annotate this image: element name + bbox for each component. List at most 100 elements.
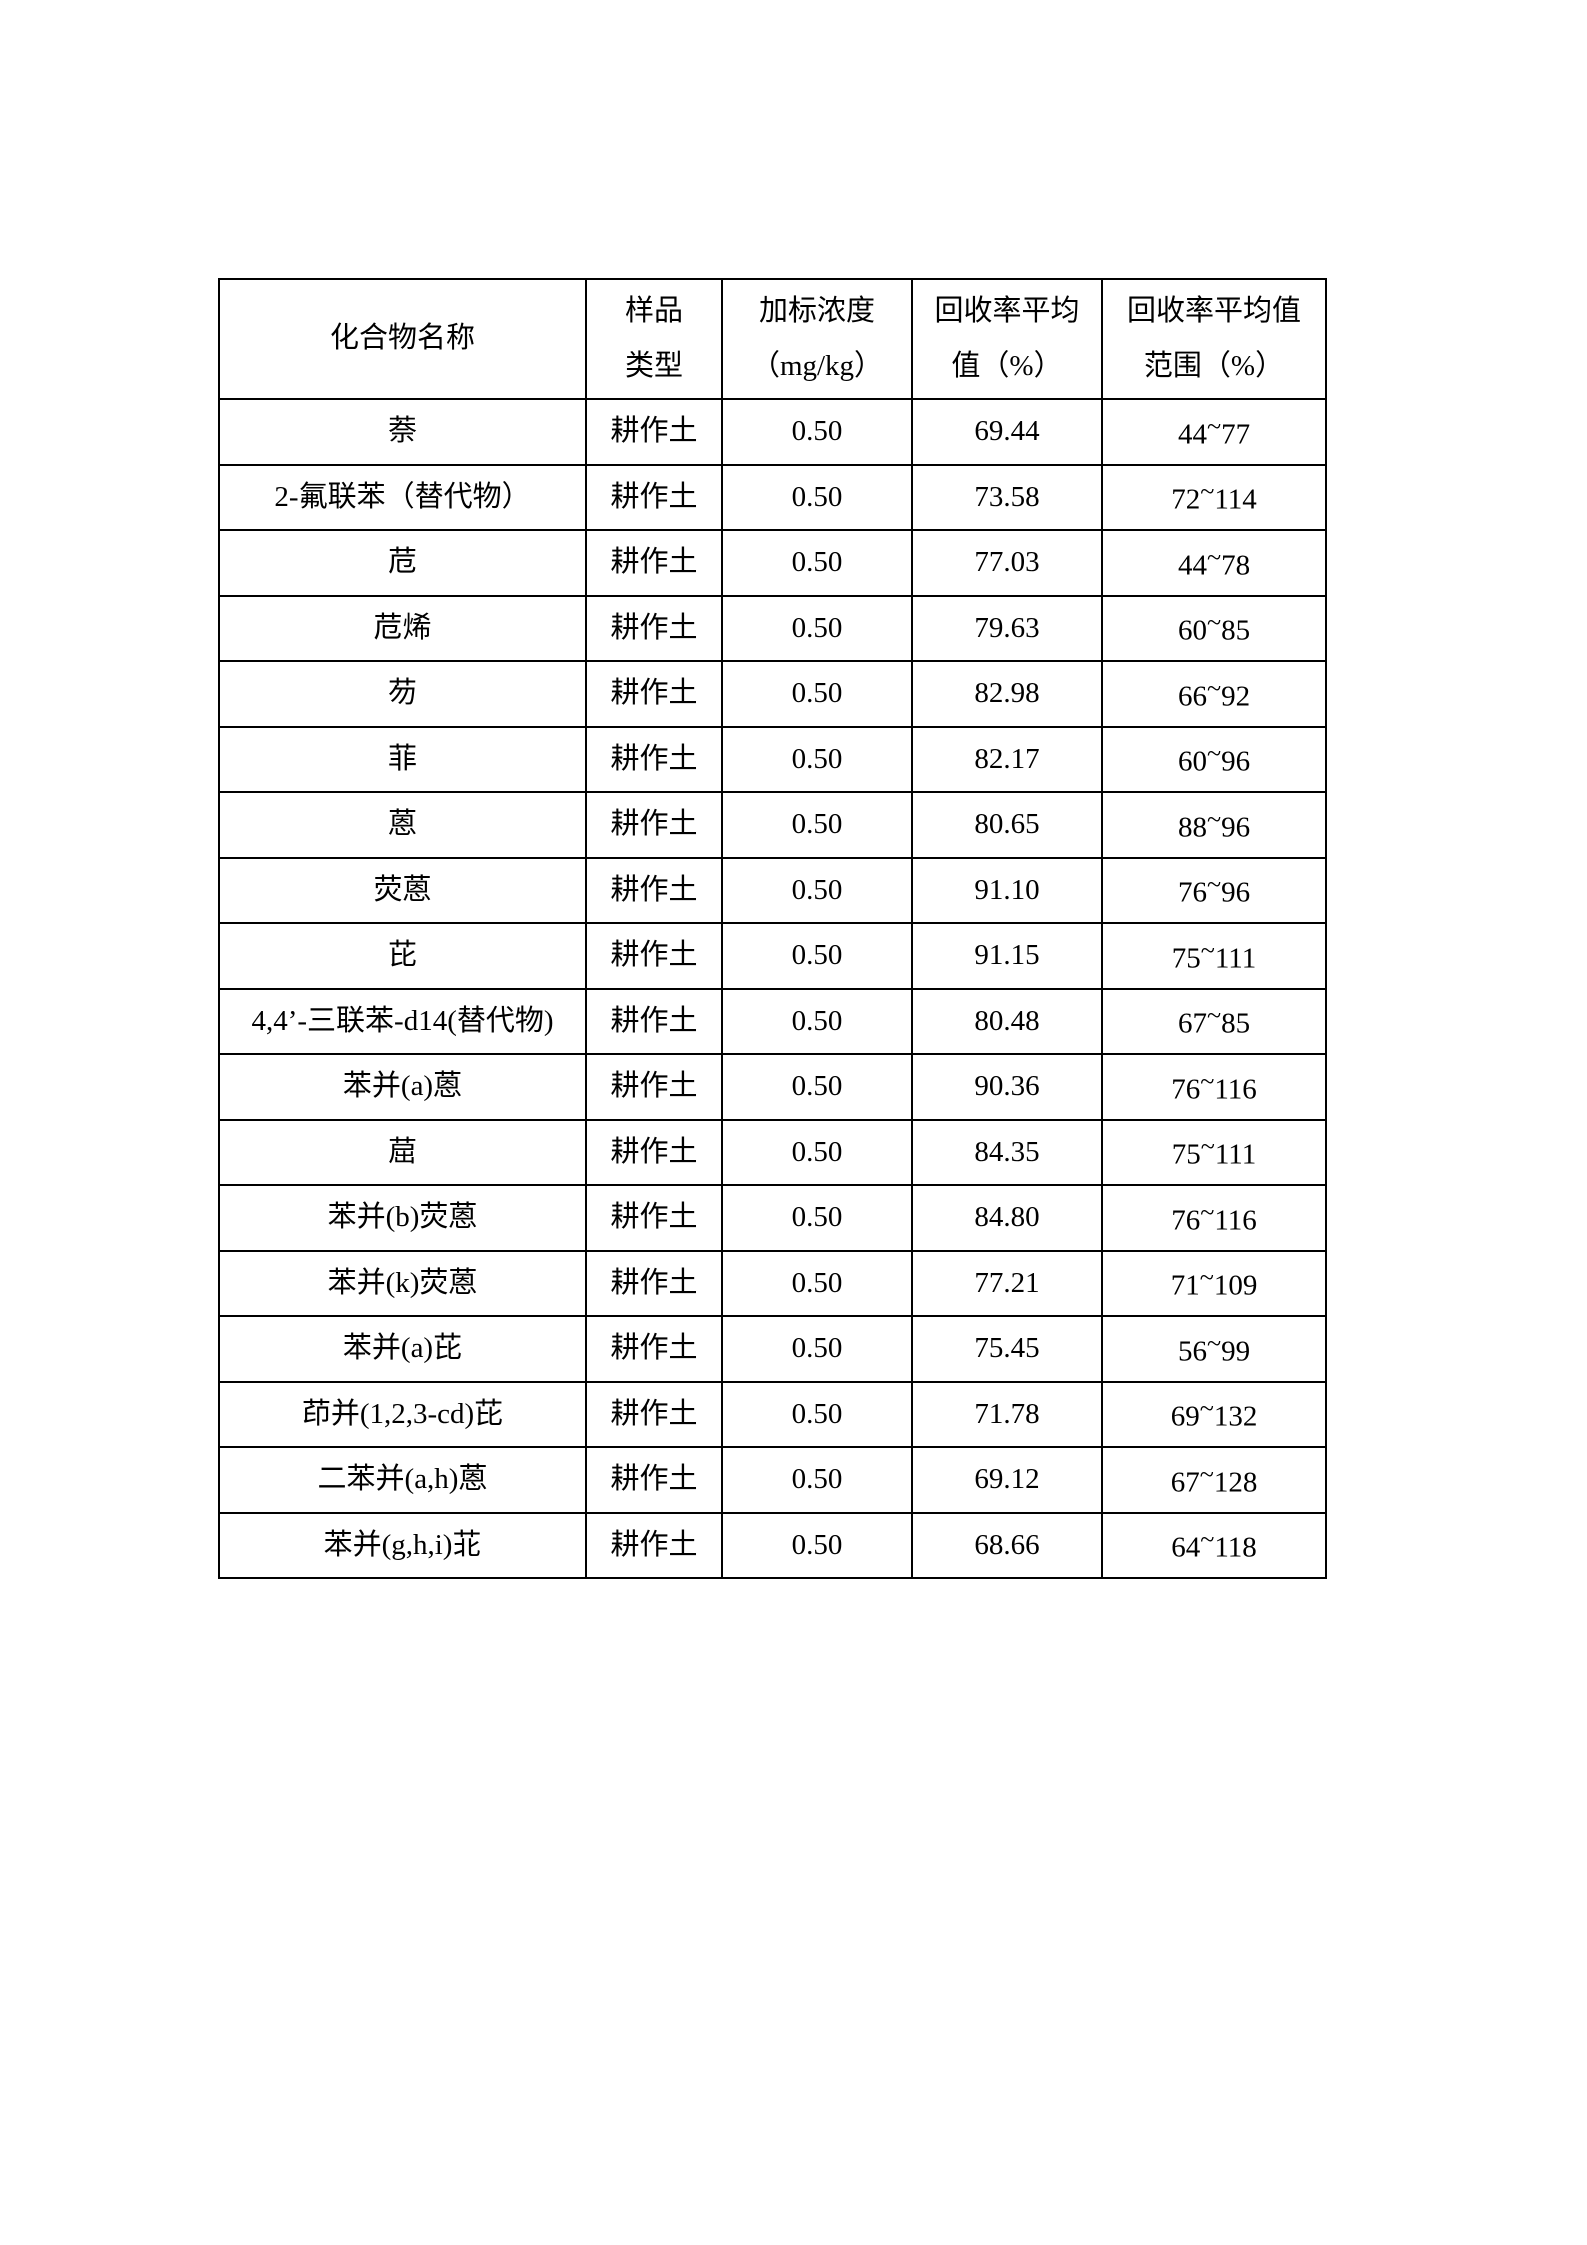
sample-type: 耕作土	[585, 1053, 723, 1121]
spike-concentration: 0.50	[721, 1118, 913, 1186]
spike-concentration: 0.50	[721, 1053, 913, 1121]
table-header-row: 化合物名称 样品 类型 加标浓度 （mg/kg） 回收率平均	[218, 278, 1327, 400]
compound-name: 苯并(a)芘	[218, 1315, 587, 1383]
compound-name: 菲	[218, 725, 587, 793]
recovery-range: 56~99	[1101, 1315, 1327, 1383]
recovery-range: 88~96	[1101, 791, 1327, 859]
recovery-average: 69.12	[911, 1446, 1103, 1514]
spike-concentration: 0.50	[721, 660, 913, 728]
recovery-range: 69~132	[1101, 1380, 1327, 1448]
recovery-range-header-line2: 范围（%）	[1143, 349, 1285, 382]
compound-name: 4,4’-三联苯-d14(替代物)	[218, 987, 587, 1055]
compound-header-label: 化合物名称	[329, 322, 475, 355]
sample-type: 耕作土	[585, 1511, 723, 1579]
recovery-range: 76~116	[1101, 1184, 1327, 1252]
recovery-average: 73.58	[911, 463, 1103, 531]
table-row: 蒽 耕作土 0.50 80.65 88~96	[218, 791, 1327, 859]
spike-concentration: 0.50	[721, 725, 913, 793]
recovery-range: 44~78	[1101, 529, 1327, 597]
recovery-range: 44~77	[1101, 398, 1327, 466]
recovery-average: 68.66	[911, 1511, 1103, 1579]
recovery-average: 77.21	[911, 1249, 1103, 1317]
table-row: 二苯并(a,h)蒽 耕作土 0.50 69.12 67~128	[218, 1446, 1327, 1514]
compound-name: 苊	[218, 529, 587, 597]
compound-name: 苯并(k)荧蒽	[218, 1249, 587, 1317]
compound-name: 茚并(1,2,3-cd)芘	[218, 1380, 587, 1448]
recovery-avg-header-line2: 值（%）	[951, 349, 1063, 382]
recovery-avg-header-line1: 回收率平均	[934, 295, 1080, 328]
spike-concentration: 0.50	[721, 856, 913, 924]
recovery-average: 91.15	[911, 922, 1103, 990]
table-row: 茚并(1,2,3-cd)芘 耕作土 0.50 71.78 69~132	[218, 1380, 1327, 1448]
recovery-range-header-line1: 回收率平均值	[1126, 295, 1301, 328]
spike-concentration: 0.50	[721, 594, 913, 662]
sample-type: 耕作土	[585, 791, 723, 859]
table-row: 苊烯 耕作土 0.50 79.63 60~85	[218, 594, 1327, 662]
compound-name: 苯并(g,h,i)苝	[218, 1511, 587, 1579]
recovery-range: 71~109	[1101, 1249, 1327, 1317]
recovery-average: 71.78	[911, 1380, 1103, 1448]
recovery-average: 80.48	[911, 987, 1103, 1055]
table-row: 芴 耕作土 0.50 82.98 66~92	[218, 660, 1327, 728]
compound-name: 萘	[218, 398, 587, 466]
spike-concentration: 0.50	[721, 463, 913, 531]
sample-type: 耕作土	[585, 1249, 723, 1317]
recovery-table: 化合物名称 样品 类型 加标浓度 （mg/kg） 回收率平均	[218, 278, 1327, 1579]
sample-type: 耕作土	[585, 398, 723, 466]
spike-concentration: 0.50	[721, 1380, 913, 1448]
compound-name: 2-氟联苯（替代物）	[218, 463, 587, 531]
spike-concentration: 0.50	[721, 791, 913, 859]
sample-type: 耕作土	[585, 1184, 723, 1252]
spike-concentration: 0.50	[721, 922, 913, 990]
recovery-range: 60~96	[1101, 725, 1327, 793]
table-row: 萘 耕作土 0.50 69.44 44~77	[218, 398, 1327, 466]
table-row: 苯并(b)荧蒽 耕作土 0.50 84.80 76~116	[218, 1184, 1327, 1252]
table-row: 苯并(a)芘 耕作土 0.50 75.45 56~99	[218, 1315, 1327, 1383]
spike-concentration: 0.50	[721, 1249, 913, 1317]
sample-type-header-line1: 样品	[624, 295, 683, 328]
spike-concentration: 0.50	[721, 1511, 913, 1579]
table-row: 䓛 耕作土 0.50 84.35 75~111	[218, 1118, 1327, 1186]
spike-concentration: 0.50	[721, 1315, 913, 1383]
table-row: 芘 耕作土 0.50 91.15 75~111	[218, 922, 1327, 990]
recovery-range: 64~118	[1101, 1511, 1327, 1579]
table-row: 2-氟联苯（替代物） 耕作土 0.50 73.58 72~114	[218, 463, 1327, 531]
sample-type: 耕作土	[585, 594, 723, 662]
recovery-average: 82.98	[911, 660, 1103, 728]
sample-type-header: 样品 类型	[585, 278, 723, 400]
spike-concentration: 0.50	[721, 1446, 913, 1514]
compound-name: 苊烯	[218, 594, 587, 662]
recovery-average: 84.35	[911, 1118, 1103, 1186]
recovery-range: 72~114	[1101, 463, 1327, 531]
recovery-range-header: 回收率平均值 范围（%）	[1101, 278, 1327, 400]
recovery-avg-header: 回收率平均 值（%）	[911, 278, 1103, 400]
recovery-average: 79.63	[911, 594, 1103, 662]
table-row: 苯并(k)荧蒽 耕作土 0.50 77.21 71~109	[218, 1249, 1327, 1317]
compound-name: 荧蒽	[218, 856, 587, 924]
sample-type: 耕作土	[585, 529, 723, 597]
sample-type: 耕作土	[585, 1446, 723, 1514]
table-row: 苯并(g,h,i)苝 耕作土 0.50 68.66 64~118	[218, 1511, 1327, 1579]
sample-type: 耕作土	[585, 660, 723, 728]
spike-concentration: 0.50	[721, 1184, 913, 1252]
sample-type: 耕作土	[585, 922, 723, 990]
recovery-average: 90.36	[911, 1053, 1103, 1121]
compound-name: 蒽	[218, 791, 587, 859]
sample-type: 耕作土	[585, 856, 723, 924]
table-row: 苊 耕作土 0.50 77.03 44~78	[218, 529, 1327, 597]
compound-name: 苯并(b)荧蒽	[218, 1184, 587, 1252]
table-row: 苯并(a)蒽 耕作土 0.50 90.36 76~116	[218, 1053, 1327, 1121]
recovery-range: 75~111	[1101, 1118, 1327, 1186]
recovery-average: 75.45	[911, 1315, 1103, 1383]
recovery-range: 66~92	[1101, 660, 1327, 728]
sample-type: 耕作土	[585, 1315, 723, 1383]
recovery-average: 91.10	[911, 856, 1103, 924]
table-row: 菲 耕作土 0.50 82.17 60~96	[218, 725, 1327, 793]
spike-concentration: 0.50	[721, 529, 913, 597]
recovery-range: 76~96	[1101, 856, 1327, 924]
sample-type-header-line2: 类型	[624, 349, 683, 382]
sample-type: 耕作土	[585, 725, 723, 793]
spike-concentration: 0.50	[721, 398, 913, 466]
compound-name: 二苯并(a,h)蒽	[218, 1446, 587, 1514]
